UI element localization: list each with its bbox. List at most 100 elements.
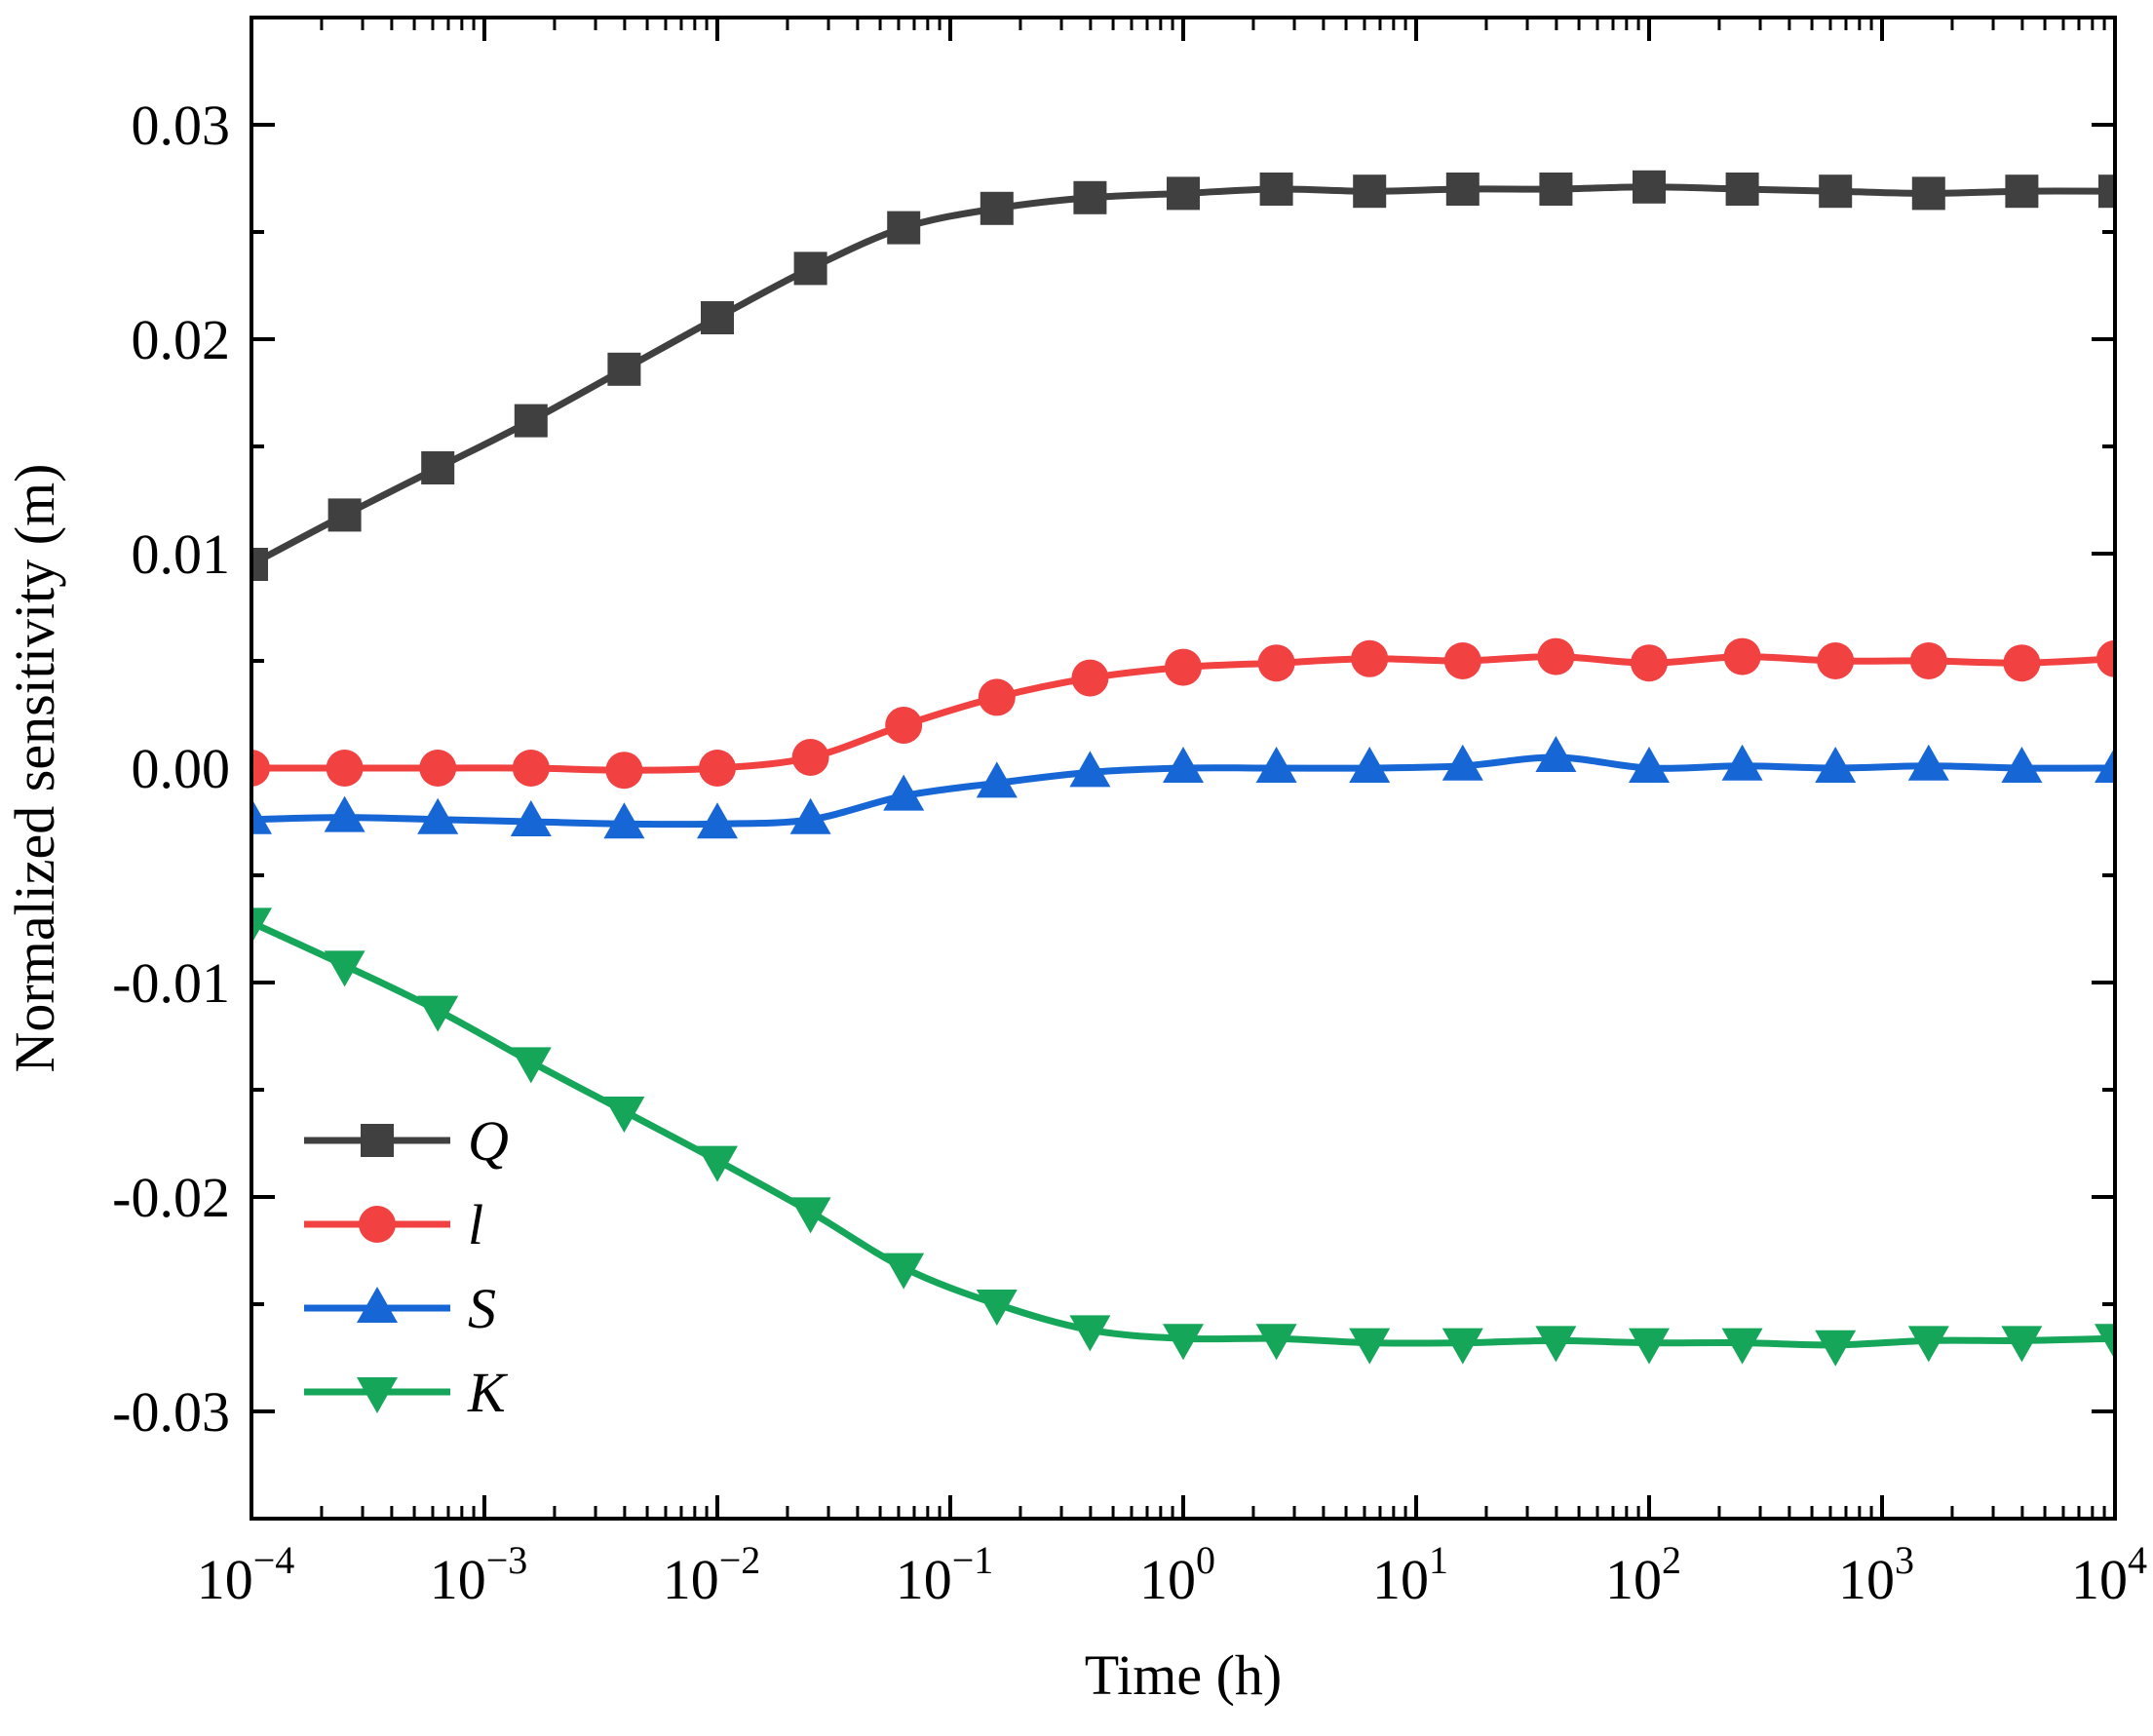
data-point-l	[2003, 644, 2041, 682]
legend-item-l: l	[304, 1193, 483, 1256]
data-point-l	[1071, 659, 1109, 697]
data-point-l	[251, 750, 270, 787]
series-l	[251, 637, 2115, 790]
x-tick-label: 10−2	[663, 1538, 761, 1611]
data-point-S	[976, 761, 1018, 798]
legend-label: S	[468, 1277, 496, 1340]
data-point-K	[1535, 1326, 1577, 1363]
data-point-K	[1069, 1315, 1111, 1352]
plot-frame	[250, 16, 2117, 1521]
data-point-Q	[1445, 173, 1480, 206]
legend-item-S: S	[304, 1277, 496, 1340]
legend-label: K	[467, 1361, 509, 1424]
data-point-Q	[1353, 174, 1387, 209]
y-tick-label: 0.02	[132, 308, 231, 371]
y-tick-label: 0.03	[132, 94, 231, 157]
data-point-S	[789, 797, 831, 834]
legend-item-Q: Q	[304, 1109, 509, 1173]
data-point-K	[2001, 1326, 2043, 1363]
series-layer	[251, 170, 2115, 1367]
legend-label: l	[468, 1193, 483, 1256]
x-tick-label: 102	[1605, 1538, 1681, 1611]
x-tick-label: 100	[1139, 1538, 1215, 1611]
axis-ticks	[250, 16, 2117, 1521]
data-point-K	[1163, 1324, 1204, 1361]
data-point-l	[605, 752, 643, 790]
data-point-Q	[1819, 174, 1853, 209]
series-line-K	[251, 919, 2115, 1349]
x-tick-label: 103	[1838, 1538, 1914, 1611]
x-tick-label: 10−4	[197, 1538, 295, 1611]
x-axis-label: Time (h)	[1085, 1643, 1283, 1707]
data-point-S	[1163, 747, 1204, 783]
legend-marker	[361, 1124, 394, 1157]
data-point-S	[883, 774, 925, 811]
data-point-K	[697, 1145, 738, 1182]
y-tick-label: 0.01	[132, 522, 231, 586]
series-S	[251, 736, 2115, 839]
data-point-Q	[980, 191, 1014, 225]
data-point-Q	[327, 498, 362, 532]
legend-label: Q	[468, 1109, 509, 1173]
data-point-S	[603, 802, 645, 839]
y-tick-labels: -0.03 -0.02 -0.01 0.00 0.01 0.02 0.03	[112, 94, 230, 1444]
legend-marker	[357, 1287, 398, 1323]
data-point-l	[419, 750, 457, 787]
data-point-K	[1907, 1326, 1949, 1363]
data-point-l	[1817, 642, 1855, 679]
data-point-l	[2096, 639, 2115, 677]
data-point-Q	[514, 404, 548, 438]
data-point-Q	[2098, 174, 2115, 209]
x-tick-label: 10−1	[896, 1538, 994, 1611]
data-point-l	[1723, 637, 1761, 675]
x-tick-label: 104	[2071, 1538, 2147, 1611]
data-point-K	[1721, 1328, 1763, 1365]
data-point-S	[1535, 736, 1577, 772]
data-point-l	[1165, 648, 1202, 686]
data-point-l	[978, 678, 1016, 716]
data-point-S	[1907, 744, 1949, 781]
data-point-Q	[1633, 170, 1666, 204]
series-line-Q	[251, 183, 2115, 568]
data-point-K	[251, 907, 272, 945]
data-point-Q	[1259, 173, 1293, 206]
data-point-K	[510, 1047, 552, 1084]
legend-item-K: K	[304, 1361, 509, 1424]
data-point-S	[1069, 751, 1111, 788]
data-point-K	[603, 1097, 645, 1133]
x-tick-labels: 10−4 10−3 10−2 10−1 100 101 102 103 104	[197, 1538, 2147, 1611]
data-point-S	[1442, 744, 1483, 781]
data-point-Q	[251, 548, 268, 581]
data-point-S	[2095, 747, 2115, 783]
data-point-l	[699, 750, 736, 787]
data-point-l	[1443, 642, 1481, 679]
data-point-K	[1815, 1330, 1857, 1367]
data-point-l	[1631, 644, 1668, 682]
x-tick-label: 10−3	[430, 1538, 528, 1611]
data-point-Q	[887, 211, 921, 245]
data-point-Q	[607, 352, 641, 386]
data-point-K	[883, 1253, 925, 1290]
series-K	[251, 907, 2115, 1367]
data-point-Q	[1073, 180, 1107, 214]
data-point-S	[510, 800, 552, 836]
data-point-Q	[2005, 174, 2039, 209]
legend-marker	[359, 1206, 396, 1243]
data-point-Q	[1167, 176, 1200, 211]
y-tick-label: -0.03	[112, 1380, 230, 1444]
data-point-K	[417, 995, 459, 1032]
data-point-S	[417, 797, 459, 834]
x-tick-label: 101	[1372, 1538, 1448, 1611]
series-Q	[251, 170, 2115, 581]
data-point-l	[1909, 642, 1947, 679]
data-point-K	[1629, 1328, 1670, 1365]
data-point-l	[512, 750, 550, 787]
data-point-S	[251, 797, 272, 834]
data-point-Q	[1911, 176, 1945, 211]
data-point-K	[789, 1197, 831, 1234]
data-point-l	[791, 739, 829, 776]
data-point-Q	[793, 251, 827, 286]
data-point-Q	[1539, 173, 1573, 206]
